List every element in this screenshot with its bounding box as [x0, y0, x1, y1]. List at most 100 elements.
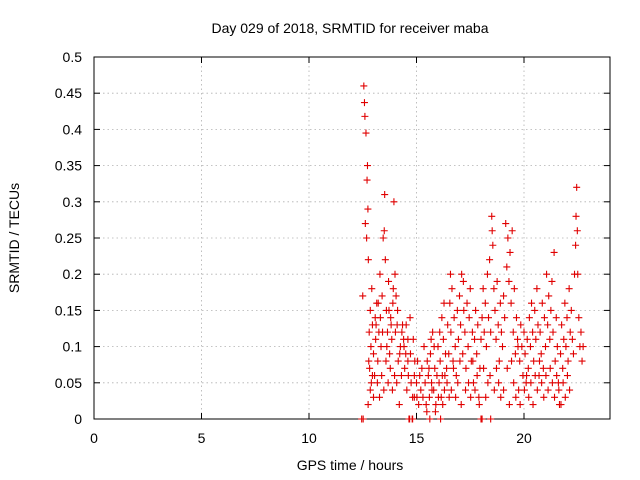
data-point: [446, 270, 454, 278]
data-point: [560, 335, 568, 343]
y-axis-label: SRMTID / TECUs: [6, 183, 22, 293]
data-point: [368, 285, 376, 293]
chart-title: Day 029 of 2018, SRMTID for receiver mab…: [211, 20, 488, 36]
x-axis-label: GPS time / hours: [297, 457, 404, 473]
data-point: [359, 292, 367, 300]
data-point: [502, 220, 510, 228]
data-point: [485, 314, 493, 322]
data-point: [533, 285, 541, 293]
data-point: [380, 227, 388, 235]
data-point: [566, 328, 574, 336]
data-point: [366, 364, 374, 372]
data-point: [432, 401, 440, 409]
data-point: [409, 393, 417, 401]
data-point: [426, 415, 434, 423]
data-point: [494, 321, 502, 329]
data-point: [474, 321, 482, 329]
data-point: [381, 191, 389, 199]
data-point: [378, 292, 386, 300]
data-point: [514, 343, 522, 351]
data-point: [424, 372, 432, 380]
x-tick-label: 15: [409, 430, 425, 446]
data-point: [389, 285, 397, 293]
data-point: [473, 350, 481, 358]
data-point: [428, 379, 436, 387]
axis-ticks: [93, 56, 610, 420]
data-point: [361, 112, 369, 120]
data-point: [430, 343, 438, 351]
data-point: [553, 343, 561, 351]
y-tick-label: 0.35: [55, 158, 82, 174]
data-point: [516, 401, 524, 409]
data-point: [546, 335, 554, 343]
data-point: [443, 379, 451, 387]
data-point: [512, 393, 520, 401]
data-point: [434, 393, 442, 401]
data-point: [503, 263, 511, 271]
data-point: [526, 343, 534, 351]
data-point: [569, 350, 577, 358]
data-point: [404, 372, 412, 380]
data-point: [421, 379, 429, 387]
data-point: [487, 415, 495, 423]
data-point: [495, 379, 503, 387]
data-point: [467, 393, 475, 401]
x-tick-label: 20: [516, 430, 532, 446]
data-point: [478, 415, 486, 423]
data-point: [452, 393, 460, 401]
data-point: [406, 314, 414, 322]
data-point: [488, 212, 496, 220]
data-point: [388, 386, 396, 394]
data-point: [415, 401, 423, 409]
data-point: [394, 357, 402, 365]
x-tick-label: 10: [301, 430, 317, 446]
data-point: [480, 364, 488, 372]
data-point: [364, 256, 372, 264]
data-point: [535, 357, 543, 365]
data-point: [426, 350, 434, 358]
data-point: [545, 292, 553, 300]
data-point: [439, 401, 447, 409]
data-point: [471, 335, 479, 343]
data-point: [521, 350, 529, 358]
data-point: [575, 314, 583, 322]
y-tick-label: 0: [74, 411, 82, 427]
data-point: [478, 314, 486, 322]
y-tick-label: 0.15: [55, 302, 82, 318]
data-point: [557, 350, 565, 358]
data-point: [394, 306, 402, 314]
data-point: [393, 379, 401, 387]
data-point: [572, 212, 580, 220]
data-point: [391, 372, 399, 380]
data-point: [374, 357, 382, 365]
data-point: [559, 364, 567, 372]
data-point: [537, 350, 545, 358]
data-point: [398, 328, 406, 336]
data-point: [507, 299, 515, 307]
data-point: [468, 328, 476, 336]
data-point: [531, 306, 539, 314]
data-point: [475, 393, 483, 401]
data-point: [367, 379, 375, 387]
data-point: [448, 285, 456, 293]
data-point: [539, 364, 547, 372]
data-point: [506, 248, 514, 256]
data-point: [386, 364, 394, 372]
data-point: [548, 277, 556, 285]
data-point: [454, 335, 462, 343]
data-point: [417, 386, 425, 394]
data-point: [404, 357, 412, 365]
data-point: [503, 364, 511, 372]
data-point: [465, 314, 473, 322]
data-point: [512, 314, 520, 322]
data-point: [372, 321, 380, 329]
data-point: [368, 372, 376, 380]
y-tick-labels: 0 0.05 0.1 0.15 0.2 0.25 0.3 0.35 0.4 0.45 0.5: [55, 49, 82, 427]
data-point: [429, 328, 437, 336]
data-point: [561, 393, 569, 401]
data-points: [358, 82, 587, 423]
data-point: [449, 357, 457, 365]
data-point: [425, 364, 433, 372]
data-point: [397, 372, 405, 380]
